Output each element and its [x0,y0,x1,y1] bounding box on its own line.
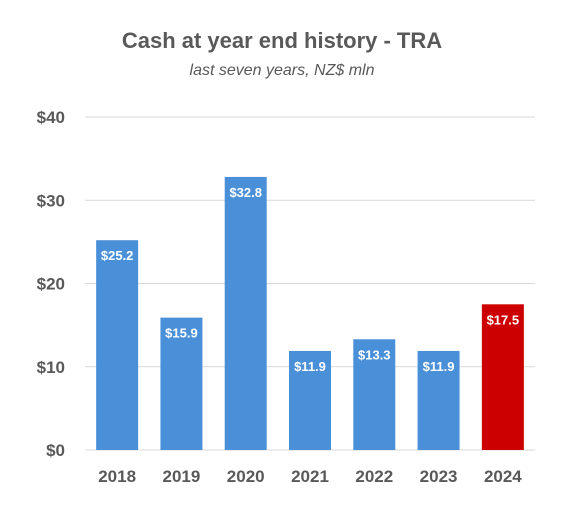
chart-title: Cash at year end history - TRA [121,28,443,53]
x-tick-label-2022: 2022 [355,467,393,486]
bar-2024 [481,304,524,450]
y-tick-label: $40 [37,108,65,127]
data-label-2019: $15.9 [165,326,198,341]
data-label-2021: $11.9 [294,359,326,374]
data-label-2018: $25.2 [101,248,134,263]
x-axis-ticks: 2018 2019 2020 2021 2022 2023 2024 [98,467,522,486]
bar-2022 [353,339,396,450]
y-tick-label: $0 [46,441,65,460]
data-label-2024: $17.5 [487,312,520,327]
chart-subtitle: last seven years, NZ$ mln [189,62,375,79]
y-tick-label: $20 [37,275,65,294]
x-tick-label-2018: 2018 [98,467,136,486]
x-tick-label-2024: 2024 [484,467,522,486]
x-tick-label-2019: 2019 [163,467,201,486]
bar-2021 [289,350,331,450]
bar-2018 [96,240,139,450]
data-label-2020: $32.8 [229,185,262,200]
data-label-2022: $13.3 [358,347,391,362]
y-tick-label: $10 [37,358,65,377]
bar-2023 [417,350,460,450]
bar-2019 [160,317,203,450]
y-tick-label: $30 [37,191,65,210]
x-tick-label-2023: 2023 [420,467,458,486]
y-axis-ticks: $0 $10 $20 $30 $40 [37,108,65,460]
bar-2020 [224,176,267,450]
data-label-2023: $11.9 [423,359,455,374]
data-labels: $25.2 $15.9 $32.8 $11.9 $13.3 $11.9 $17.5 [101,185,519,374]
x-tick-label-2021: 2021 [291,467,329,486]
bars [96,176,524,450]
x-tick-label-2020: 2020 [227,467,265,486]
